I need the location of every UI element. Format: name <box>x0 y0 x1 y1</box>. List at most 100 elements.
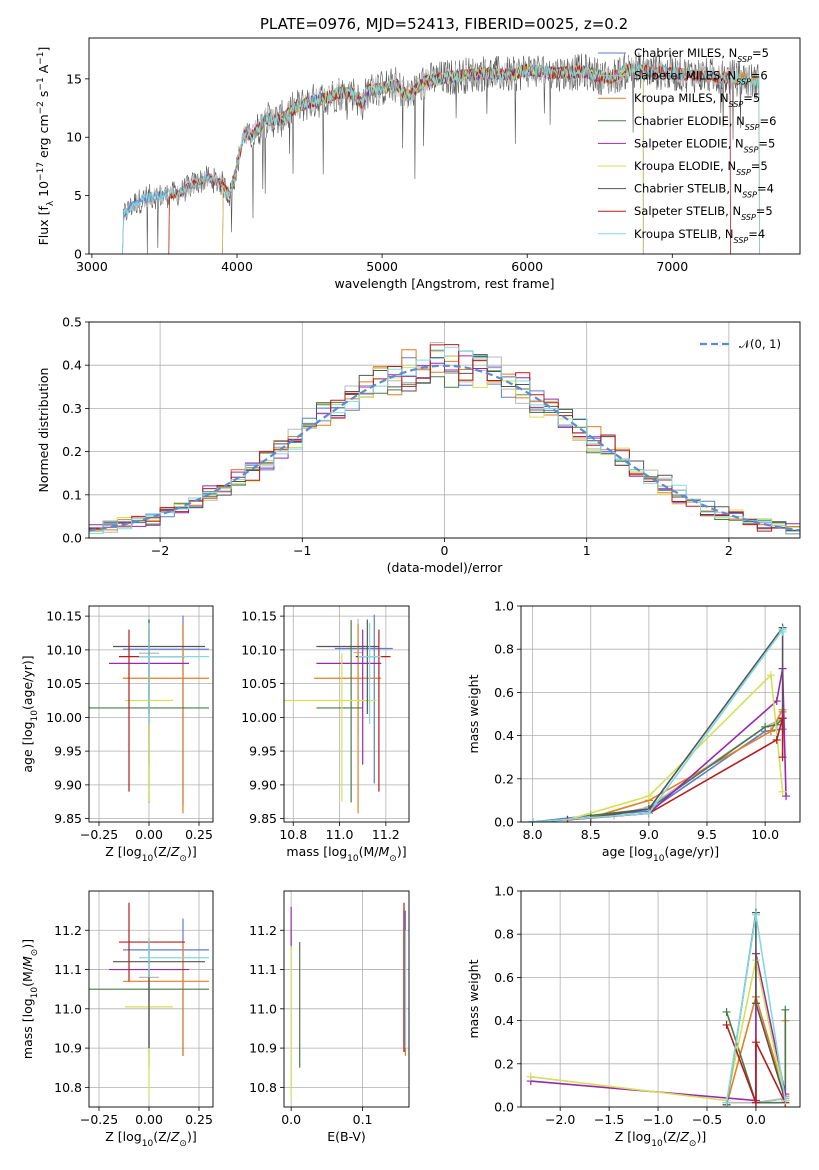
massweight-line <box>532 627 784 822</box>
massweight-marker <box>722 1098 731 1107</box>
y-tick-label: 0.6 <box>494 970 514 985</box>
histogram-kroupa-stelib <box>89 346 800 535</box>
plot-area <box>89 902 209 1098</box>
plot-area <box>528 623 791 822</box>
plot-area <box>89 615 209 814</box>
y-tick-label: 10.8 <box>249 1080 277 1095</box>
massweight-marker <box>644 809 653 818</box>
x-tick-label: −1.0 <box>643 1112 673 1127</box>
x-tick-label: 11.0 <box>326 827 354 842</box>
axes-frame <box>88 605 214 823</box>
massweight-marker <box>778 787 787 796</box>
x-tick-label: −1 <box>293 543 311 558</box>
y-tick-label: 10.05 <box>46 676 82 691</box>
axes-frame <box>283 605 410 823</box>
y-tick-label: 11.0 <box>249 1001 277 1016</box>
axes-frame <box>283 890 410 1108</box>
massweight-marker <box>782 792 791 801</box>
spectrum-line-salpeter-miles <box>122 57 760 254</box>
x-axis-label: Z [log10(Z/Z⊙)] <box>615 1129 706 1149</box>
legend-entry: Salpeter STELIB, NSSP=5 <box>634 204 773 222</box>
y-tick-label: 10.05 <box>241 676 277 691</box>
massweight-marker <box>778 714 787 723</box>
normal-reference-curve <box>89 364 800 532</box>
axes-frame <box>520 890 801 1108</box>
legend-entry: 𝒩(0, 1) <box>739 337 781 351</box>
axes-frame <box>88 890 214 1108</box>
y-axis-label: mass weight <box>466 959 481 1038</box>
axes-frame <box>88 37 801 255</box>
y-tick-label: 10 <box>66 130 82 145</box>
x-axis-label: Z [log10(Z/Z⊙)] <box>105 844 196 864</box>
x-tick-label: 8.0 <box>523 827 543 842</box>
y-tick-label: 1.0 <box>494 599 514 614</box>
legend-entry: Kroupa ELODIE, NSSP=5 <box>634 159 768 177</box>
y-axis-label: Flux [fλ 10−17 erg cm−2 s−1 A−1] <box>36 47 56 246</box>
x-tick-label: 7000 <box>656 259 688 274</box>
y-tick-label: 15 <box>66 71 82 86</box>
legend-entry: Chabrier MILES, NSSP=5 <box>634 46 769 64</box>
x-tick-label: 5000 <box>366 259 398 274</box>
plot-area <box>526 908 790 1107</box>
massweight-marker <box>766 671 775 680</box>
spectrum-line-kroupa-elodie <box>222 63 644 254</box>
x-tick-label: 4000 <box>221 259 253 274</box>
plot-area <box>284 614 393 814</box>
y-tick-label: 10.8 <box>54 1080 82 1095</box>
massweight-line <box>530 959 787 1103</box>
x-tick-label: 0.0 <box>746 1112 766 1127</box>
axes-frame <box>88 321 801 539</box>
y-tick-label: 10.10 <box>241 642 277 657</box>
x-tick-label: −1.5 <box>594 1112 624 1127</box>
figure-title: PLATE=0976, MJD=52413, FIBERID=0025, z=0… <box>260 15 628 33</box>
y-tick-label: 0.4 <box>494 728 514 743</box>
x-tick-label: 3000 <box>76 259 108 274</box>
y-tick-label: 9.90 <box>249 777 277 792</box>
x-tick-label: 0 <box>441 543 449 558</box>
massweight-marker <box>751 1098 760 1107</box>
plot-area <box>122 52 760 254</box>
y-tick-label: 0 <box>74 247 82 262</box>
y-tick-label: 10.9 <box>249 1041 277 1056</box>
y-tick-label: 9.85 <box>54 811 82 826</box>
y-tick-label: 0.2 <box>62 444 82 459</box>
x-tick-label: −0.25 <box>80 827 118 842</box>
y-tick-label: 9.95 <box>249 744 277 759</box>
y-axis-label: Normed distribution <box>36 368 51 493</box>
x-tick-label: −2 <box>151 543 169 558</box>
x-axis-label: age [log10(age/yr)] <box>602 844 719 864</box>
y-tick-label: 0.6 <box>494 685 514 700</box>
massweight-marker <box>781 1096 790 1105</box>
x-tick-label: −2.0 <box>545 1112 575 1127</box>
y-axis-label: mass [log10(M/M⊙)] <box>20 939 40 1059</box>
massweight-marker <box>528 818 537 822</box>
x-tick-label: −0.5 <box>692 1112 722 1127</box>
massweight-marker <box>722 1020 731 1029</box>
massweight-line <box>725 1009 787 1104</box>
spectrum-line-salpeter-elodie <box>222 63 644 254</box>
y-tick-label: 0.3 <box>62 401 82 416</box>
spectrum-line-kroupa-stelib <box>122 63 760 254</box>
massweight-line <box>567 709 784 821</box>
x-tick-label: 1 <box>583 543 591 558</box>
x-axis-label: mass [log10(M/M⊙)] <box>286 844 406 864</box>
massweight-marker <box>722 1007 731 1016</box>
y-tick-label: 0.0 <box>494 1100 514 1115</box>
massweight-marker <box>751 999 760 1008</box>
massweight-line <box>590 717 784 817</box>
y-tick-label: 11.2 <box>249 923 277 938</box>
x-tick-label: 0.0 <box>281 1112 301 1127</box>
axes-frame <box>520 605 801 823</box>
x-tick-label: 0.00 <box>135 1112 163 1127</box>
legend-entry: Salpeter MILES, NSSP=6 <box>634 69 768 87</box>
y-tick-label: 0.4 <box>62 358 82 373</box>
x-tick-label: 6000 <box>511 259 543 274</box>
x-axis-label: (data-model)/error <box>387 560 504 575</box>
y-tick-label: 0.8 <box>494 642 514 657</box>
massweight-marker <box>772 735 781 744</box>
massweight-marker <box>751 910 760 919</box>
legend-entry: Chabrier STELIB, NSSP=4 <box>634 182 774 200</box>
massweight-marker <box>761 722 770 731</box>
massweight-line <box>532 625 784 822</box>
